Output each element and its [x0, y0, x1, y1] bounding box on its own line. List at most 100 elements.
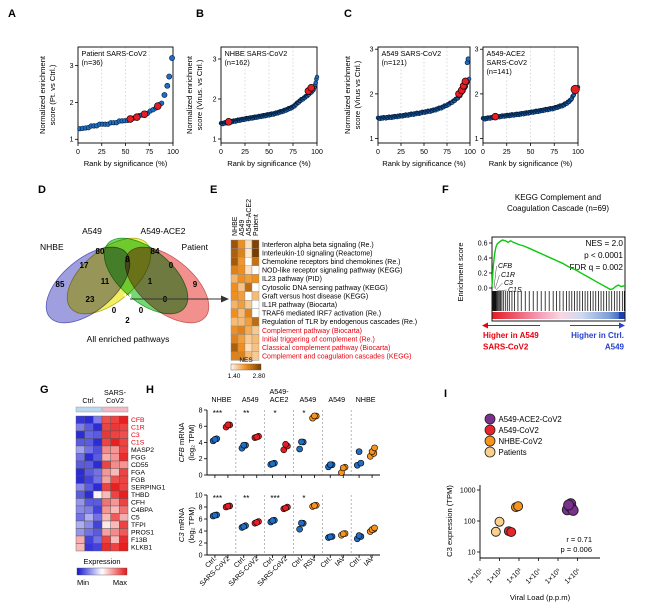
- svg-text:6: 6: [199, 424, 203, 431]
- svg-text:C4BPA: C4BPA: [131, 507, 153, 514]
- svg-text:Ctrl.: Ctrl.: [320, 555, 334, 569]
- svg-text:*: *: [274, 409, 277, 418]
- svg-text:Normalized enrichment: Normalized enrichment: [38, 55, 47, 134]
- svg-text:NES = 2.0: NES = 2.0: [585, 239, 623, 248]
- svg-text:p < 0.0001: p < 0.0001: [584, 251, 623, 260]
- svg-text:2.80: 2.80: [253, 373, 266, 380]
- svg-text:4: 4: [199, 440, 203, 447]
- svg-text:Viral Load (p.p.m): Viral Load (p.p.m): [510, 593, 571, 602]
- svg-text:2: 2: [370, 91, 374, 98]
- panel-b-rank-plot: 0 25 50 75 100 1 2 3 NHBE SARS-CoV2(n=162) Rank b…: [185, 46, 323, 168]
- svg-text:*: *: [302, 409, 305, 418]
- panel-i-label: I: [444, 388, 448, 400]
- svg-text:NHBE: NHBE: [211, 395, 231, 404]
- svg-text:FGB: FGB: [131, 477, 145, 484]
- svg-text:Higher in Ctrl.: Higher in Ctrl.: [571, 331, 624, 340]
- svg-text:9: 9: [193, 280, 198, 289]
- svg-text:Graft versus host disease (KEG: Graft versus host disease (KEGG): [262, 293, 368, 300]
- svg-text:Regulation of TLR by endogenou: Regulation of TLR by endogenous cascades…: [262, 319, 417, 326]
- svg-text:IL1R pathway (Biocarta): IL1R pathway (Biocarta): [262, 302, 337, 309]
- svg-text:0: 0: [199, 472, 203, 479]
- svg-text:(log₂ TPM): (log₂ TPM): [187, 424, 196, 461]
- svg-text:Max: Max: [113, 578, 127, 587]
- svg-text:TRAF6 mediated IRF7 activation: TRAF6 mediated IRF7 activation (Re.): [262, 311, 381, 318]
- svg-text:SERPING1: SERPING1: [131, 485, 166, 492]
- svg-text:10: 10: [195, 492, 203, 499]
- svg-text:0: 0: [163, 295, 168, 304]
- svg-text:4: 4: [199, 528, 203, 535]
- svg-text:Ctrl.: Ctrl.: [348, 555, 362, 569]
- panel-e-label: E: [210, 184, 218, 196]
- svg-text:CFB: CFB: [498, 263, 512, 270]
- svg-text:NHBE: NHBE: [356, 395, 376, 404]
- svg-text:Classical complement pathway (: Classical complement pathway (Biocarta): [262, 345, 390, 352]
- dots: [480, 84, 581, 122]
- svg-text:0.6: 0.6: [478, 240, 488, 247]
- svg-text:A549: A549: [328, 395, 345, 404]
- svg-text:MASP2: MASP2: [131, 447, 154, 454]
- svg-text:A549-: A549-: [269, 387, 289, 396]
- panel-i-correlation-scatter: A549-ACE2-CoV2 A549-CoV2 NHBE-CoV2 Patients…: [445, 413, 600, 602]
- svg-text:A549: A549: [82, 226, 102, 236]
- svg-text:25: 25: [98, 149, 106, 156]
- svg-text:Rank by significance (%): Rank by significance (%): [382, 159, 466, 168]
- svg-text:C1S: C1S: [508, 287, 522, 294]
- svg-text:1×10¹: 1×10¹: [467, 567, 485, 585]
- svg-text:KEGG Complement and: KEGG Complement and: [515, 193, 601, 202]
- svg-text:Complement and coagulation cas: Complement and coagulation cascades (KEG…: [262, 354, 411, 361]
- svg-text:25: 25: [503, 149, 511, 156]
- svg-text:0: 0: [112, 306, 117, 315]
- dots: [375, 56, 472, 122]
- svg-text:All enriched pathways: All enriched pathways: [87, 334, 170, 344]
- svg-text:score (Pt. vs Ctrl.): score (Pt. vs Ctrl.): [48, 64, 57, 125]
- svg-text:**: **: [243, 409, 249, 418]
- svg-text:C1S: C1S: [131, 440, 145, 447]
- svg-text:A549 SARS-CoV2: A549 SARS-CoV2: [382, 49, 442, 58]
- venn-to-heatmap-arrow: [130, 295, 229, 303]
- svg-text:80: 80: [96, 247, 105, 256]
- svg-text:IAV: IAV: [363, 555, 376, 568]
- dots: [77, 55, 175, 132]
- svg-text:F13B: F13B: [131, 537, 148, 544]
- svg-text:CoV2: CoV2: [106, 396, 124, 405]
- panel-f-label: F: [442, 184, 449, 196]
- svg-text:25: 25: [241, 149, 249, 156]
- svg-text:100: 100: [572, 149, 584, 156]
- svg-text:A549-ACE2-CoV2: A549-ACE2-CoV2: [499, 415, 562, 424]
- svg-text:8: 8: [125, 255, 130, 264]
- svg-text:Min: Min: [77, 578, 89, 587]
- svg-text:C1R: C1R: [501, 272, 515, 279]
- svg-text:ACE2: ACE2: [270, 395, 289, 404]
- svg-text:75: 75: [443, 149, 451, 156]
- svg-text:1: 1: [148, 277, 153, 286]
- svg-text:Rank by significance (%): Rank by significance (%): [227, 159, 311, 168]
- svg-text:A549: A549: [605, 343, 625, 352]
- svg-text:Patient: Patient: [253, 214, 260, 236]
- svg-text:Normalized enrichment: Normalized enrichment: [185, 55, 194, 134]
- panel-h-dot-plots: NHBE A549 A549-ACE2 A549 A549 NHBE 0 2 4 6 8 CFB mR…: [177, 387, 380, 588]
- svg-text:1×10⁴: 1×10⁴: [525, 567, 543, 585]
- svg-text:2: 2: [199, 456, 203, 463]
- panel-c-label: C: [344, 8, 352, 20]
- svg-text:Initial triggering of compleme: Initial triggering of complement (Re.): [262, 336, 375, 343]
- svg-text:75: 75: [550, 149, 558, 156]
- venn-ellipses: [45, 237, 210, 324]
- svg-text:Normalized enrichment: Normalized enrichment: [343, 55, 352, 134]
- svg-text:A549-ACE2: A549-ACE2: [487, 49, 526, 58]
- svg-text:Interleukin-10 signaling (Reac: Interleukin-10 signaling (Reactome): [262, 250, 373, 257]
- panel-g-label: G: [40, 384, 49, 396]
- svg-text:85: 85: [56, 280, 65, 289]
- svg-text:23: 23: [86, 295, 95, 304]
- svg-text:2: 2: [125, 316, 130, 325]
- svg-text:6: 6: [199, 516, 203, 523]
- svg-text:(n=36): (n=36): [82, 58, 103, 67]
- hit-barcode: [492, 291, 625, 311]
- svg-text:3: 3: [370, 47, 374, 54]
- svg-text:75: 75: [289, 149, 297, 156]
- dots: [218, 74, 320, 127]
- svg-text:(n=141): (n=141): [487, 67, 512, 76]
- svg-text:Chemokine receptors bind chemo: Chemokine receptors bind chemokines (Re.…: [262, 259, 401, 266]
- svg-text:FDR q = 0.002: FDR q = 0.002: [570, 263, 624, 272]
